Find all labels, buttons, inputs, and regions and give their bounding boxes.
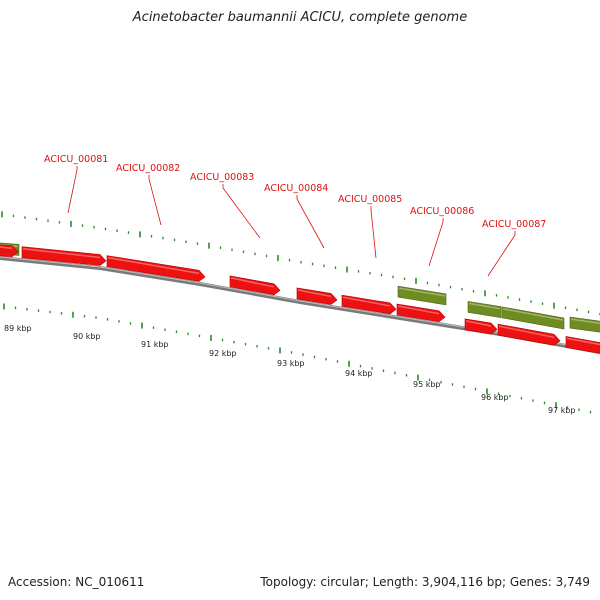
- forward-gene-arrow: [229, 275, 281, 296]
- gene-shine: [297, 289, 332, 298]
- gene-shine: [230, 277, 275, 288]
- gene-shine: [398, 287, 446, 297]
- gene-label: ACICU_00085: [338, 194, 402, 205]
- kbp-label: 93 kbp: [277, 359, 305, 368]
- topology-text: Topology: circular; Length: 3,904,116 bp…: [260, 575, 590, 589]
- kbp-label: 97 kbp: [548, 406, 576, 415]
- gene-shine: [397, 305, 440, 315]
- leader-line: [296, 195, 325, 249]
- forward-gene-arrow: [396, 303, 446, 323]
- gene-label: ACICU_00086: [410, 206, 474, 217]
- gene-shine: [498, 325, 555, 339]
- reverse-gene-box: [397, 285, 447, 306]
- reverse-gene-box: [501, 306, 565, 330]
- gene-shine: [502, 308, 564, 321]
- gene-shine: [570, 318, 600, 324]
- gene-shine: [107, 256, 200, 275]
- gene-label: ACICU_00082: [116, 163, 180, 174]
- forward-gene-arrow: [0, 244, 19, 258]
- forward-gene-arrow: [565, 336, 600, 354]
- gene-shine: [566, 337, 600, 346]
- forward-gene-arrow: [296, 287, 338, 305]
- forward-gene-arrow: [21, 246, 107, 266]
- map-title: Acinetobacter baumannii ACICU, complete …: [132, 10, 468, 25]
- kbp-label: 94 kbp: [345, 369, 373, 378]
- forward-gene-arrow: [497, 323, 561, 346]
- leader-line: [428, 218, 444, 267]
- gene-shine: [465, 320, 492, 327]
- accession-text: Accession: NC_010611: [8, 575, 145, 589]
- kbp-label: 96 kbp: [481, 393, 509, 402]
- gene-label: ACICU_00083: [190, 172, 254, 183]
- gene-shine: [22, 247, 101, 259]
- gene-shine: [342, 296, 391, 307]
- label-leader-lines: [67, 166, 516, 277]
- forward-gene-arrow: [464, 318, 498, 335]
- leader-line: [148, 175, 162, 226]
- leader-line: [67, 166, 78, 214]
- kbp-label: 90 kbp: [73, 332, 101, 341]
- reverse-gene-box: [467, 301, 502, 319]
- leader-line: [487, 231, 516, 277]
- kbp-label: 89 kbp: [4, 324, 32, 333]
- kbp-label: 92 kbp: [209, 349, 237, 358]
- gene-label: ACICU_00081: [44, 154, 108, 165]
- inner-tick-ring: [3, 303, 592, 414]
- leader-line: [370, 206, 377, 259]
- forward-gene-arrow: [341, 294, 397, 315]
- gene-shine: [0, 246, 13, 250]
- kbp-label: 91 kbp: [141, 340, 169, 349]
- forward-gene-arrow: [106, 255, 206, 282]
- kbp-label: 95 kbp: [413, 380, 441, 389]
- gene-label: ACICU_00087: [482, 219, 546, 230]
- kbp-labels: 89 kbp 90 kbp 91 kbp 92 kbp 93 kbp 94 kbp 95 k…: [4, 324, 576, 415]
- leader-line: [222, 184, 261, 239]
- outer-tick-ring: [1, 211, 600, 316]
- gene-track: [0, 242, 600, 354]
- gene-shine: [468, 302, 501, 310]
- reverse-gene-box: [569, 316, 600, 333]
- gene-label: ACICU_00084: [264, 183, 328, 194]
- gene-labels: ACICU_00081 ACICU_00082 ACICU_00083 ACICU_0…: [44, 154, 546, 230]
